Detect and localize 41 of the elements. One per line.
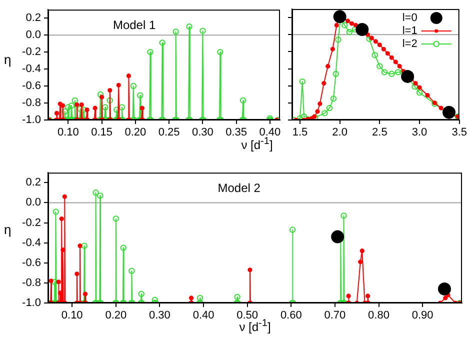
x-tick-label: 1.5 — [292, 126, 308, 139]
y-tick-label: -0.6 — [22, 80, 41, 92]
y-tick-label: -0.8 — [22, 276, 41, 289]
y-tick-label: -0.2 — [22, 216, 41, 229]
x-tick-label: 0.80 — [368, 310, 390, 322]
annotation: Model 1 — [112, 18, 156, 32]
y-tick-label: -0.4 — [22, 63, 41, 76]
y-tick-label: -1.0 — [22, 114, 41, 126]
x-tick-label: 0.15 — [91, 126, 113, 139]
x-tick-label: 0.10 — [57, 126, 79, 139]
legend-label: l=0 — [402, 12, 418, 24]
legend-label: l=1 — [402, 25, 418, 38]
y-tick-label: -0.6 — [22, 256, 41, 269]
x-tick-label: 0.35 — [226, 126, 247, 139]
x-tick-label: 3.0 — [412, 126, 428, 139]
x-tick-label: 0.25 — [158, 126, 180, 139]
x-tick-label: 0.70 — [324, 310, 346, 322]
y-tick-label: -0.8 — [22, 97, 41, 110]
x-tick-label: 0.90 — [412, 310, 434, 322]
y-tick-label: -1.0 — [22, 297, 41, 310]
y-tick-label: -0.4 — [22, 236, 41, 249]
y-axis-title: η — [4, 222, 12, 237]
y-tick-label: 0.0 — [26, 29, 41, 42]
x-tick-label: 3.5 — [452, 126, 468, 139]
y-tick-label: -0.2 — [22, 46, 41, 58]
x-tick-label: 0.40 — [192, 310, 214, 322]
y-tick-label: 0.0 — [26, 196, 41, 209]
x-tick-label: 2.5 — [372, 126, 388, 139]
x-tick-label: 0.60 — [280, 310, 302, 322]
legend-label: l=2 — [402, 38, 418, 50]
y-tick-label: 0.2 — [26, 12, 41, 24]
x-tick-label: 0.10 — [61, 310, 83, 322]
x-tick-label: 0.30 — [192, 126, 214, 139]
y-tick-label: 0.2 — [26, 176, 41, 189]
x-axis-title: ν [d$^{-1}$] — [241, 136, 273, 152]
y-axis-title: η — [4, 52, 12, 67]
x-tick-label: 2.0 — [332, 126, 348, 139]
x-tick-label: 0.20 — [124, 126, 146, 139]
x-tick-label: 0.30 — [149, 310, 170, 322]
annotation: Model 2 — [218, 180, 261, 195]
x-tick-label: 0.20 — [105, 310, 127, 322]
